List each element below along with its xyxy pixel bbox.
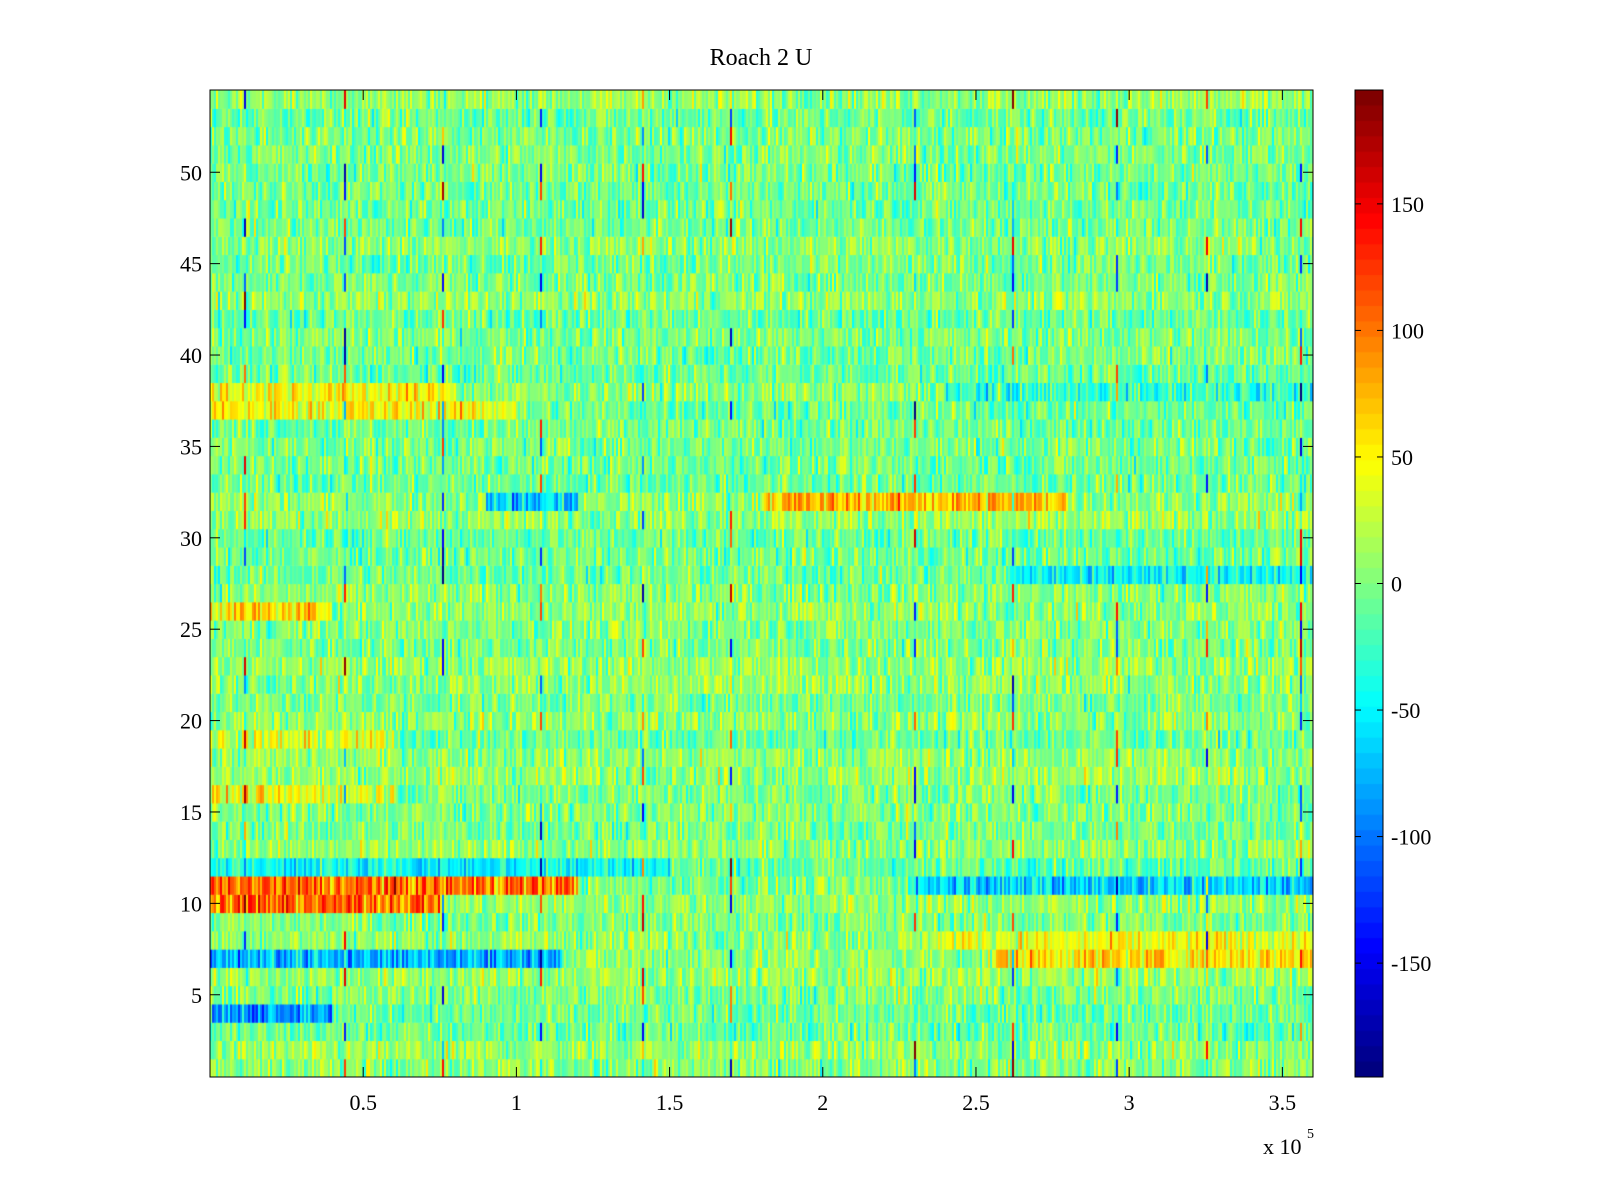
y-tick-label: 20 — [180, 709, 202, 734]
y-tick-label: 45 — [180, 252, 202, 277]
y-tick-label: 25 — [180, 617, 202, 642]
x-tick-label: 0.5 — [349, 1090, 377, 1115]
colorbar-tick-label: -150 — [1391, 951, 1431, 976]
y-tick-label: 5 — [191, 983, 202, 1008]
x-tick-label: 3.5 — [1269, 1090, 1297, 1115]
chart-title: Roach 2 U — [710, 45, 813, 71]
y-tick-label: 15 — [180, 800, 202, 825]
colorbar-axis: 150 100 50 0 -50 -100 -150 — [1355, 192, 1431, 976]
y-tick-label: 35 — [180, 434, 202, 459]
y-tick-label: 40 — [180, 343, 202, 368]
y-tick-label: 10 — [180, 891, 202, 916]
x-exponent-label: x 10 5 — [1263, 1127, 1314, 1159]
plot-axes-box — [209, 89, 1314, 1078]
x-tick-label: 1.5 — [656, 1090, 684, 1115]
colorbar-tick-label: -100 — [1391, 825, 1431, 850]
x-exponent-base: x 10 — [1263, 1134, 1302, 1159]
x-tick-label: 3 — [1124, 1090, 1135, 1115]
x-tick-label: 2 — [817, 1090, 828, 1115]
y-axis: 5 10 15 20 25 30 35 40 45 50 — [180, 160, 1313, 1008]
colorbar-tick-label: 50 — [1391, 445, 1413, 470]
heatmap-image — [210, 90, 1313, 1077]
y-tick-label: 30 — [180, 526, 202, 551]
x-tick-label: 2.5 — [962, 1090, 990, 1115]
y-tick-label: 50 — [180, 160, 202, 185]
colorbar-tick-label: 100 — [1391, 318, 1424, 343]
colorbar-tick-label: 0 — [1391, 572, 1402, 597]
x-axis: 0.5 1 1.5 2 2.5 3 3.5 — [349, 90, 1296, 1115]
x-tick-label: 1 — [511, 1090, 522, 1115]
colorbar-tick-label: -50 — [1391, 698, 1420, 723]
x-exponent-power: 5 — [1307, 1127, 1314, 1142]
colorbar-tick-label: 150 — [1391, 192, 1424, 217]
